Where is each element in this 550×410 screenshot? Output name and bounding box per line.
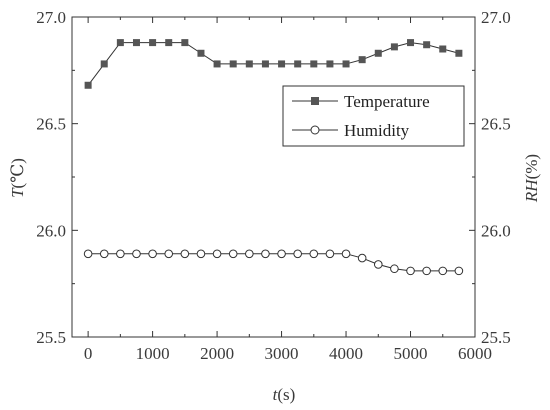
- temperature-point: [294, 60, 302, 68]
- humidity-point: [116, 249, 125, 259]
- temperature-point: [423, 41, 431, 49]
- temperature-point: [374, 49, 382, 57]
- temperature-point: [407, 39, 415, 47]
- humidity-point: [277, 249, 286, 259]
- humidity-point: [341, 249, 351, 259]
- humidity-point: [438, 266, 448, 276]
- y-tick-label-left: 26.0: [36, 221, 66, 240]
- temperature-point: [213, 60, 221, 68]
- temperature-point: [165, 39, 173, 47]
- temperature-point: [100, 60, 108, 68]
- y-axis-title-left: T(℃): [8, 158, 27, 198]
- series-layer: [83, 39, 464, 276]
- humidity-point: [309, 249, 319, 259]
- x-tick-label: 6000: [458, 344, 492, 363]
- temperature-point: [181, 39, 189, 47]
- x-tick-label: 0: [84, 344, 93, 363]
- humidity-point: [148, 249, 157, 259]
- temperature-line: [87, 42, 460, 86]
- humidity-point: [196, 249, 206, 259]
- temperature-point: [326, 60, 334, 68]
- temperature-point: [261, 60, 269, 68]
- x-tick-label: 1000: [136, 344, 170, 363]
- humidity-point: [212, 249, 222, 259]
- ticks: 0 1000 2000 3000 4000 5000 600025.526.026.527.…: [36, 8, 511, 363]
- humidity-point: [83, 249, 93, 259]
- y-tick-label-right: 25.5: [481, 328, 511, 347]
- temperature-point: [116, 39, 124, 47]
- humidity-point: [261, 249, 270, 259]
- y-tick-label-right: 26.5: [481, 115, 511, 134]
- legend-humidity-marker: [310, 125, 320, 135]
- axes: [71, 16, 476, 338]
- x-tick-label: 3000: [265, 344, 299, 363]
- temperature-point: [149, 39, 157, 47]
- humidity-point: [422, 266, 431, 276]
- temperature-point: [132, 39, 140, 47]
- humidity-line: [88, 253, 459, 272]
- humidity-point: [228, 249, 238, 259]
- temperature-point: [390, 43, 398, 51]
- legend-humidity-label: Humidity: [344, 121, 410, 140]
- temperature-point: [342, 60, 350, 68]
- humidity-point: [357, 253, 367, 263]
- temperature-point: [84, 81, 92, 89]
- humidity-point: [99, 249, 109, 259]
- temperature-point: [197, 49, 205, 57]
- humidity-point: [406, 266, 415, 276]
- y-tick-label-left: 27.0: [36, 8, 66, 27]
- humidity-point: [293, 249, 302, 259]
- temperature-point: [229, 60, 237, 68]
- legend-box: [282, 85, 465, 147]
- temperature-point: [278, 60, 286, 68]
- humidity-point: [454, 266, 464, 276]
- temperature-point: [310, 60, 318, 68]
- temperature-point: [358, 56, 366, 64]
- temperature-point: [245, 60, 253, 68]
- legend: Temperature Humidity: [282, 85, 465, 147]
- x-tick-label: 5000: [394, 344, 428, 363]
- y-tick-label-left: 25.5: [36, 328, 66, 347]
- humidity-point: [373, 260, 383, 269]
- humidity-point: [132, 249, 141, 259]
- plot-frame: [71, 16, 476, 338]
- y-tick-label-left: 26.5: [36, 115, 66, 134]
- x-axis-title: t(s): [273, 385, 296, 404]
- y-axis-title-right: RH(%): [522, 154, 541, 203]
- humidity-point: [180, 249, 190, 259]
- y-tick-label-right: 26.0: [481, 221, 511, 240]
- x-tick-label: 2000: [200, 344, 234, 363]
- temperature-point: [455, 49, 463, 57]
- legend-temperature-marker: [311, 97, 319, 105]
- x-tick-label: 4000: [329, 344, 363, 363]
- humidity-point: [325, 249, 335, 259]
- humidity-point: [390, 264, 399, 274]
- humidity-point: [245, 249, 254, 259]
- temperature-point: [439, 45, 447, 53]
- y-tick-label-right: 27.0: [481, 8, 511, 27]
- humidity-point: [164, 249, 174, 259]
- legend-temperature-label: Temperature: [344, 92, 430, 111]
